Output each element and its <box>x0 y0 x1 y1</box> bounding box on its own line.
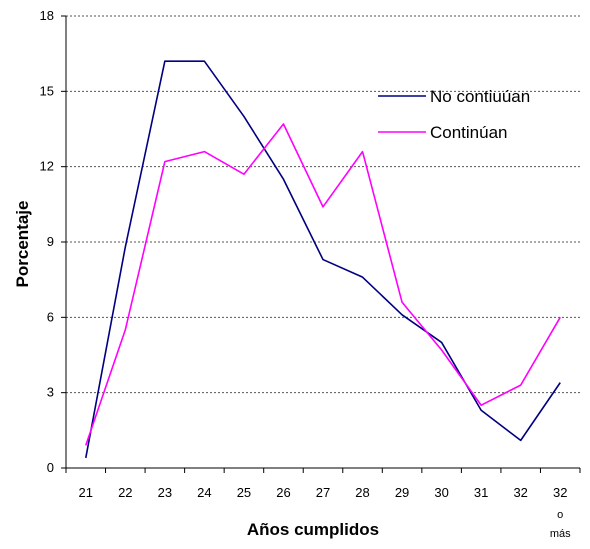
x-tick-label: 32 <box>553 485 567 500</box>
grid-lines <box>66 16 580 393</box>
y-tick-label: 12 <box>40 159 54 174</box>
y-tick-label: 3 <box>47 385 54 400</box>
x-tick-label: 31 <box>474 485 488 500</box>
y-tick-labels: 0 3 6 9 12 15 18 <box>40 8 66 475</box>
legend: No contiuúan Continúan <box>378 87 530 142</box>
x-tick-label: 23 <box>158 485 172 500</box>
y-tick-label: 18 <box>40 8 54 23</box>
x-tick-label: 21 <box>79 485 93 500</box>
x-tick-label: 29 <box>395 485 409 500</box>
x-tick-label: 24 <box>197 485 211 500</box>
series-line-2 <box>86 124 560 445</box>
x-tick-label: 25 <box>237 485 251 500</box>
y-tick-label: 0 <box>47 460 54 475</box>
series-lines <box>86 61 560 458</box>
legend-label: Continúan <box>430 123 508 142</box>
x-tick-label: 30 <box>434 485 448 500</box>
x-tick-label: 27 <box>316 485 330 500</box>
x-tick-label: 28 <box>355 485 369 500</box>
y-tick-label: 9 <box>47 234 54 249</box>
x-tick-sublabel: más <box>550 528 571 540</box>
y-tick-label: 15 <box>40 83 54 98</box>
x-axis-title: Años cumplidos <box>247 520 379 539</box>
x-tick-label: 26 <box>276 485 290 500</box>
legend-label: No contiuúan <box>430 87 530 106</box>
x-tick-sublabel: o <box>557 509 563 521</box>
x-tick-label: 22 <box>118 485 132 500</box>
x-tick-label: 32 <box>513 485 527 500</box>
y-tick-label: 6 <box>47 309 54 324</box>
y-axis-title: Porcentaje <box>13 201 32 288</box>
